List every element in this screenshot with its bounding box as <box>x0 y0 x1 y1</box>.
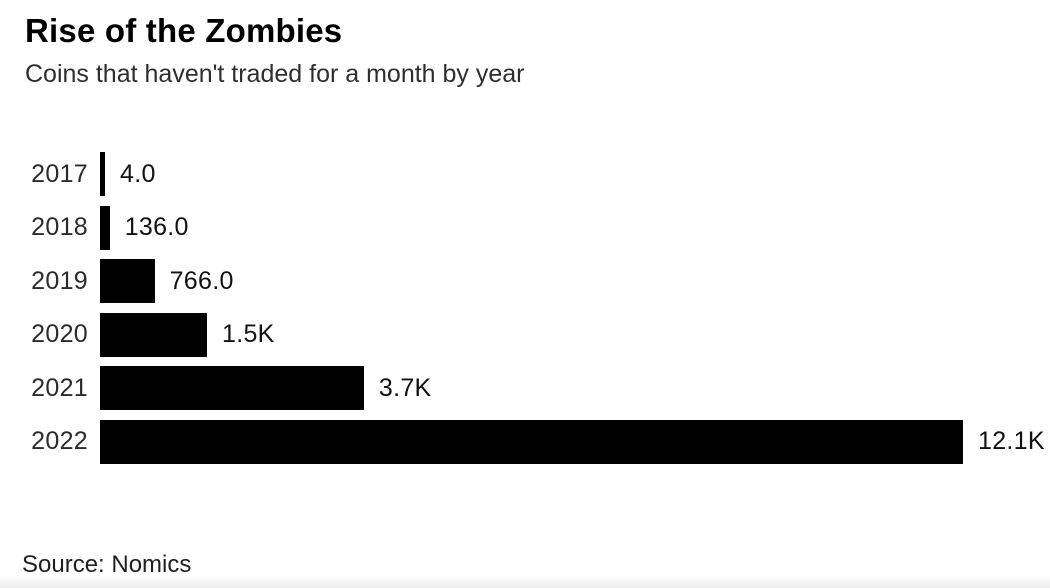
bar-row-2017: 2017 4.0 <box>24 152 1050 196</box>
bar <box>100 419 963 464</box>
bar-chart: 2017 4.0 2018 136.0 2019 766.0 2020 1.5K… <box>24 152 1050 464</box>
value-label: 12.1K <box>978 427 1045 455</box>
bar <box>100 366 364 410</box>
bar <box>100 152 105 196</box>
bar <box>100 259 155 303</box>
chart-subtitle: Coins that haven't traded for a month by… <box>25 59 525 88</box>
value-label: 3.7K <box>378 373 432 402</box>
value-label: 766.0 <box>169 266 234 295</box>
value-label: 136.0 <box>124 213 189 241</box>
year-label: 2018 <box>31 213 88 241</box>
chart-header: Rise of the Zombies Coins that haven't t… <box>25 12 525 89</box>
value-label: 4.0 <box>120 159 156 188</box>
chart-title: Rise of the Zombies <box>25 12 343 49</box>
bar-row-2020: 2020 1.5K <box>24 312 1050 357</box>
bar-row-2021: 2021 3.7K <box>24 366 1050 410</box>
year-label: 2022 <box>31 427 88 455</box>
value-label: 1.5K <box>222 320 275 348</box>
bar <box>100 312 207 357</box>
year-label: 2017 <box>31 159 88 188</box>
year-label: 2021 <box>31 373 88 402</box>
year-label: 2019 <box>31 266 88 295</box>
year-label: 2020 <box>31 320 88 348</box>
bar-row-2018: 2018 136.0 <box>24 205 1050 250</box>
bar-row-2022: 2022 12.1K <box>24 419 1050 464</box>
source-attribution: Source: Nomics <box>22 551 192 578</box>
bar <box>100 205 110 250</box>
bar-row-2019: 2019 766.0 <box>24 259 1050 303</box>
